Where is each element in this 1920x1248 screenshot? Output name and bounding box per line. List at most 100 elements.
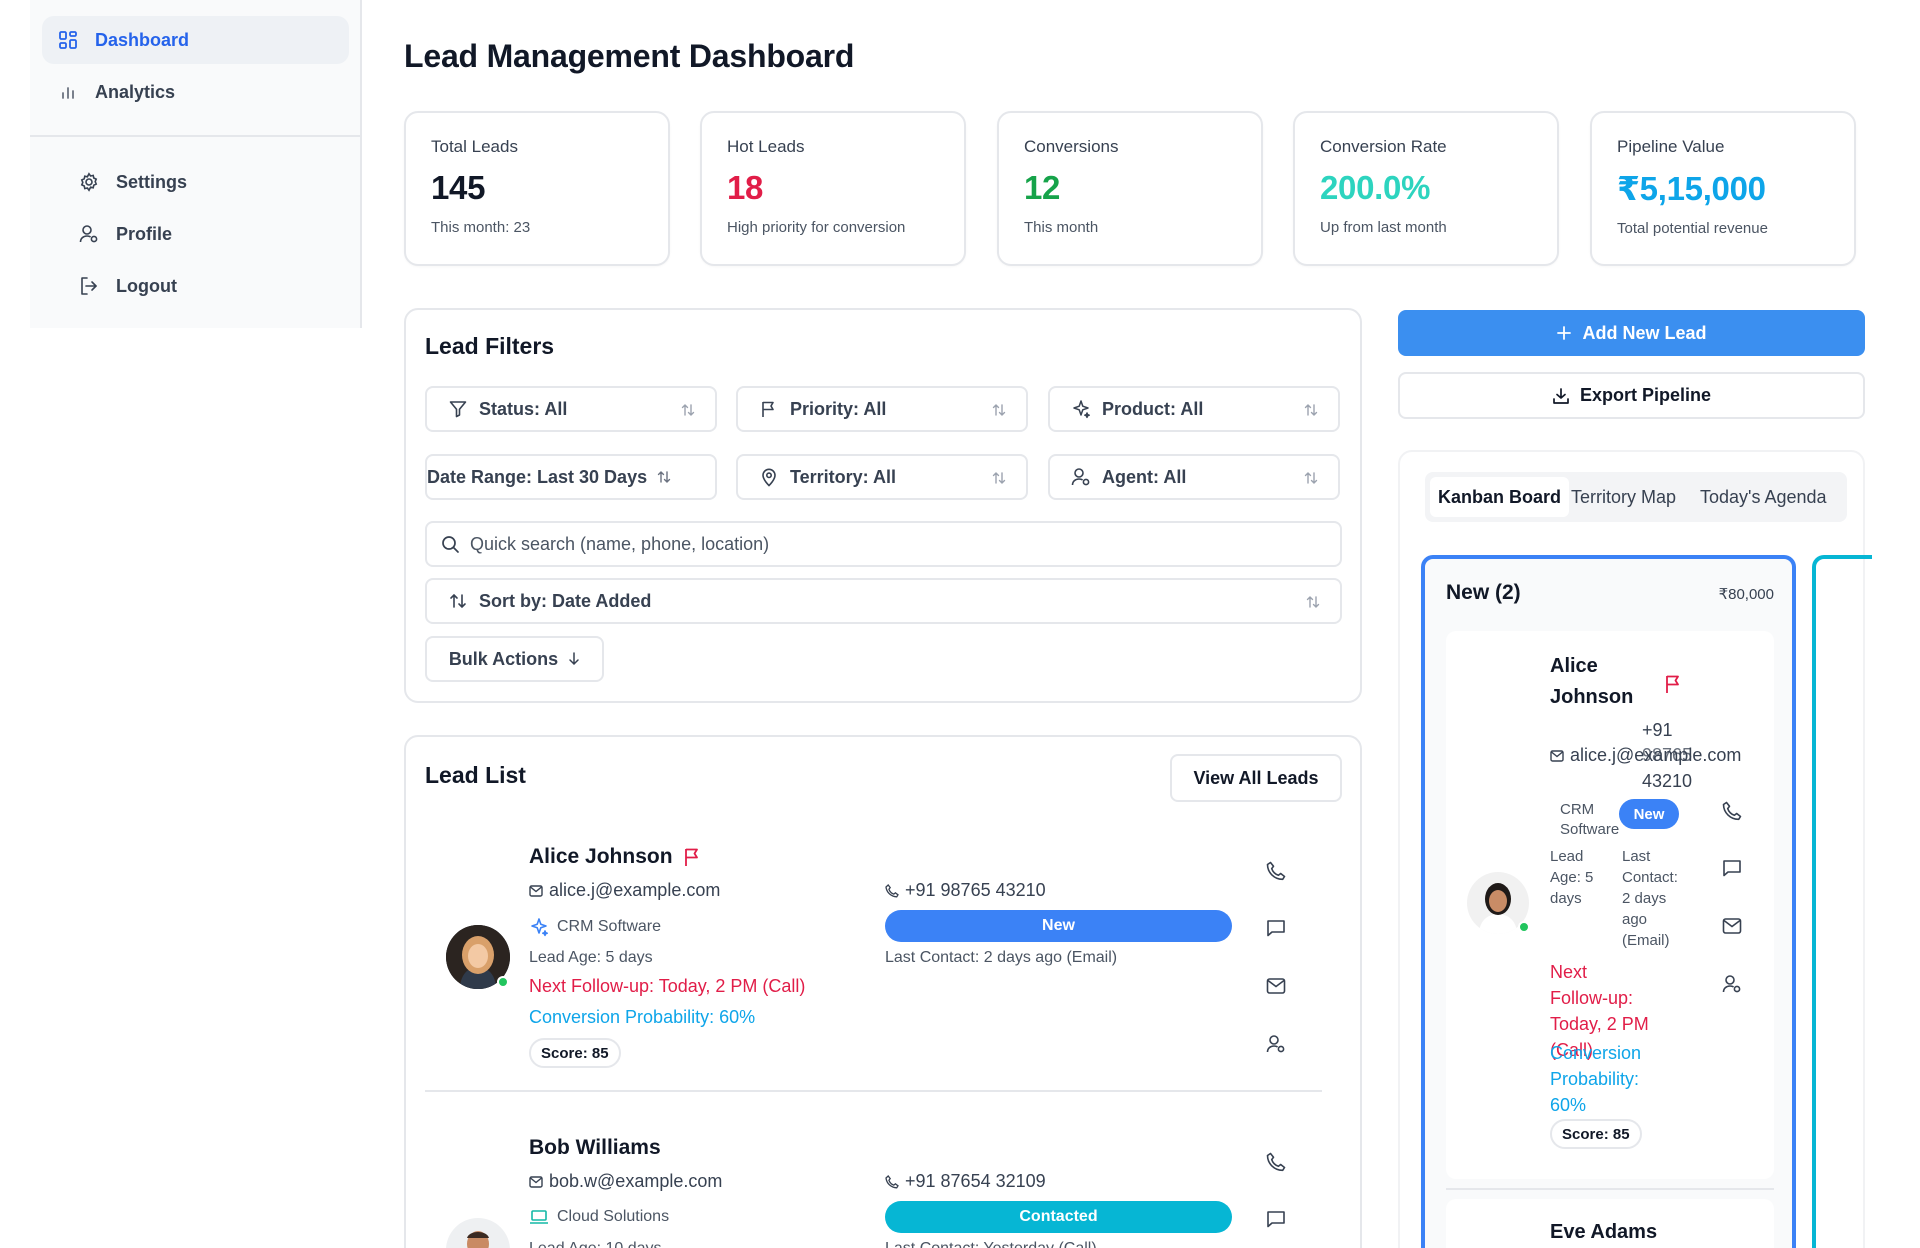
assign-user-icon[interactable] xyxy=(1720,972,1744,996)
logout-icon xyxy=(78,275,100,297)
kanban-card-follow-up: Next Follow-up: Today, 2 PM (Call) xyxy=(1550,959,1649,1063)
stat-card-pipeline-value: Pipeline Value ₹5,15,000 Total potential… xyxy=(1590,111,1856,266)
phone-icon[interactable] xyxy=(1264,859,1288,883)
tab-todays-agenda[interactable]: Today's Agenda xyxy=(1700,486,1827,507)
tab-territory-map[interactable]: Territory Map xyxy=(1571,486,1677,507)
nav-item-analytics[interactable]: Analytics xyxy=(42,68,349,116)
view-all-leads-button[interactable]: View All Leads xyxy=(1170,754,1342,802)
sort-select[interactable]: Sort by: Date Added xyxy=(425,578,1342,624)
stat-sub: Total potential revenue xyxy=(1617,220,1768,237)
sort-arrows-icon xyxy=(1304,470,1318,486)
lead-phone-text: +91 87654 32109 xyxy=(905,1171,1046,1191)
nav-label-profile: Profile xyxy=(116,223,173,244)
kanban-card-lead-age-1: Lead xyxy=(1550,848,1584,865)
priority-filter-select[interactable]: Priority: All xyxy=(736,386,1028,432)
nav-item-logout[interactable]: Logout xyxy=(63,262,343,310)
export-pipeline-button[interactable]: Export Pipeline xyxy=(1398,372,1865,419)
kanban-card-name: Alice Johnson xyxy=(1550,651,1633,713)
kanban-card-last-contact-2: Contact: xyxy=(1622,869,1678,886)
stat-card-conversion-rate: Conversion Rate 200.0% Up from last mont… xyxy=(1293,111,1559,266)
nav-item-dashboard[interactable]: Dashboard xyxy=(42,16,349,64)
lead-product-text: Cloud Solutions xyxy=(557,1208,670,1225)
mail-icon xyxy=(529,884,543,897)
online-status-indicator xyxy=(1518,921,1530,933)
stat-label: Pipeline Value xyxy=(1617,137,1725,156)
assign-user-icon[interactable] xyxy=(1264,1032,1288,1056)
lead-email[interactable]: bob.w@example.com xyxy=(529,1171,722,1192)
kanban-card-divider xyxy=(1446,1188,1774,1190)
user-icon xyxy=(78,223,100,245)
nav-item-profile[interactable]: Profile xyxy=(63,210,343,258)
stat-label: Hot Leads xyxy=(727,137,805,156)
message-icon[interactable] xyxy=(1264,1207,1288,1231)
kanban-card-product-2: Software xyxy=(1560,821,1620,838)
user-icon xyxy=(1070,466,1092,488)
kanban-card-prob-2: Probability: xyxy=(1550,1069,1640,1089)
kanban-card-phone-1: +91 xyxy=(1642,720,1673,740)
stat-value: 145 xyxy=(431,169,486,206)
lead-phone[interactable]: +91 98765 43210 xyxy=(885,880,1046,901)
sparkle-icon xyxy=(1070,398,1092,420)
stat-sub: High priority for conversion xyxy=(727,219,906,236)
arrow-down-icon xyxy=(568,652,580,666)
stat-value: ₹5,15,000 xyxy=(1617,170,1766,207)
sort-arrows-icon xyxy=(681,402,695,418)
lead-name[interactable]: Alice Johnson xyxy=(529,845,701,869)
tab-kanban-board[interactable]: Kanban Board xyxy=(1430,477,1570,517)
bulk-actions-button[interactable]: Bulk Actions xyxy=(425,636,604,682)
lead-email[interactable]: alice.j@example.com xyxy=(529,880,720,901)
agent-filter-select[interactable]: Agent: All xyxy=(1048,454,1340,500)
stat-value: 12 xyxy=(1024,169,1061,206)
lead-product-text: CRM Software xyxy=(557,918,662,935)
phone-icon[interactable] xyxy=(1720,799,1744,823)
kanban-card[interactable]: Alice Johnson +91 alice.j@example.com 98… xyxy=(1446,631,1774,1179)
stat-card-conversions: Conversions 12 This month xyxy=(997,111,1263,266)
stat-sub: Up from last month xyxy=(1320,219,1447,236)
stat-label: Conversion Rate xyxy=(1320,137,1447,156)
message-icon[interactable] xyxy=(1264,916,1288,940)
nav-label-logout: Logout xyxy=(116,275,177,296)
lead-name[interactable]: Bob Williams xyxy=(529,1136,661,1159)
stat-value: 200.0% xyxy=(1320,169,1431,206)
product-filter-select[interactable]: Product: All xyxy=(1048,386,1340,432)
phone-icon[interactable] xyxy=(1264,1150,1288,1174)
bulk-actions-label: Bulk Actions xyxy=(448,648,559,669)
kanban-card-phone-2: 98765 xyxy=(1642,745,1693,765)
phone-icon xyxy=(885,1174,899,1189)
stat-card-hot-leads: Hot Leads 18 High priority for conversio… xyxy=(700,111,966,266)
add-new-lead-button[interactable]: Add New Lead xyxy=(1398,310,1865,356)
mail-icon[interactable] xyxy=(1264,974,1288,998)
lead-email-text: alice.j@example.com xyxy=(549,880,721,900)
date-range-select[interactable]: Date Range: Last 30 Days xyxy=(425,454,717,500)
kanban-card-probability: Conversion Probability: 60% xyxy=(1550,1040,1641,1118)
kanban-column-value: ₹80,000 xyxy=(1718,586,1774,603)
nav-item-settings[interactable]: Settings xyxy=(63,158,343,206)
kanban-column-new: New (2) ₹80,000 Alice Johnson +91 alice.… xyxy=(1421,555,1796,1248)
status-filter-select[interactable]: Status: All xyxy=(425,386,717,432)
mail-icon[interactable] xyxy=(1720,914,1744,938)
sort-arrows-icon xyxy=(1306,594,1320,610)
stat-card-total-leads: Total Leads 145 This month: 23 xyxy=(404,111,670,266)
kanban-card-first-name: Alice xyxy=(1550,655,1598,677)
status-badge: Contacted xyxy=(885,1201,1232,1233)
lead-product: Cloud Solutions xyxy=(529,1208,669,1226)
kanban-card-lead-age: Lead Age: 5 days xyxy=(1550,846,1593,909)
sort-label: Sort by: Date Added xyxy=(479,590,652,611)
lead-phone[interactable]: +91 87654 32109 xyxy=(885,1171,1046,1192)
kanban-card-product: CRM Software xyxy=(1560,800,1619,840)
quick-search-input[interactable]: Quick search (name, phone, location) xyxy=(425,521,1342,567)
territory-filter-select[interactable]: Territory: All xyxy=(736,454,1028,500)
message-icon[interactable] xyxy=(1720,856,1744,880)
territory-filter-label: Territory: All xyxy=(790,466,897,487)
plus-icon xyxy=(1556,325,1572,341)
phone-icon xyxy=(885,883,899,898)
kanban-card-product-1: CRM xyxy=(1560,801,1595,818)
view-all-leads-label: View All Leads xyxy=(1193,767,1319,788)
sidebar: Dashboard Analytics Settings Profile Log… xyxy=(30,0,362,328)
nav-label-dashboard: Dashboard xyxy=(95,29,190,50)
kanban-card-follow-2: Follow-up: xyxy=(1550,988,1634,1008)
agent-filter-label: Agent: All xyxy=(1102,466,1187,487)
lead-filters-title: Lead Filters xyxy=(425,333,555,359)
kanban-card[interactable]: Eve Adams xyxy=(1446,1199,1774,1248)
lead-name-text: Alice Johnson xyxy=(529,845,673,868)
